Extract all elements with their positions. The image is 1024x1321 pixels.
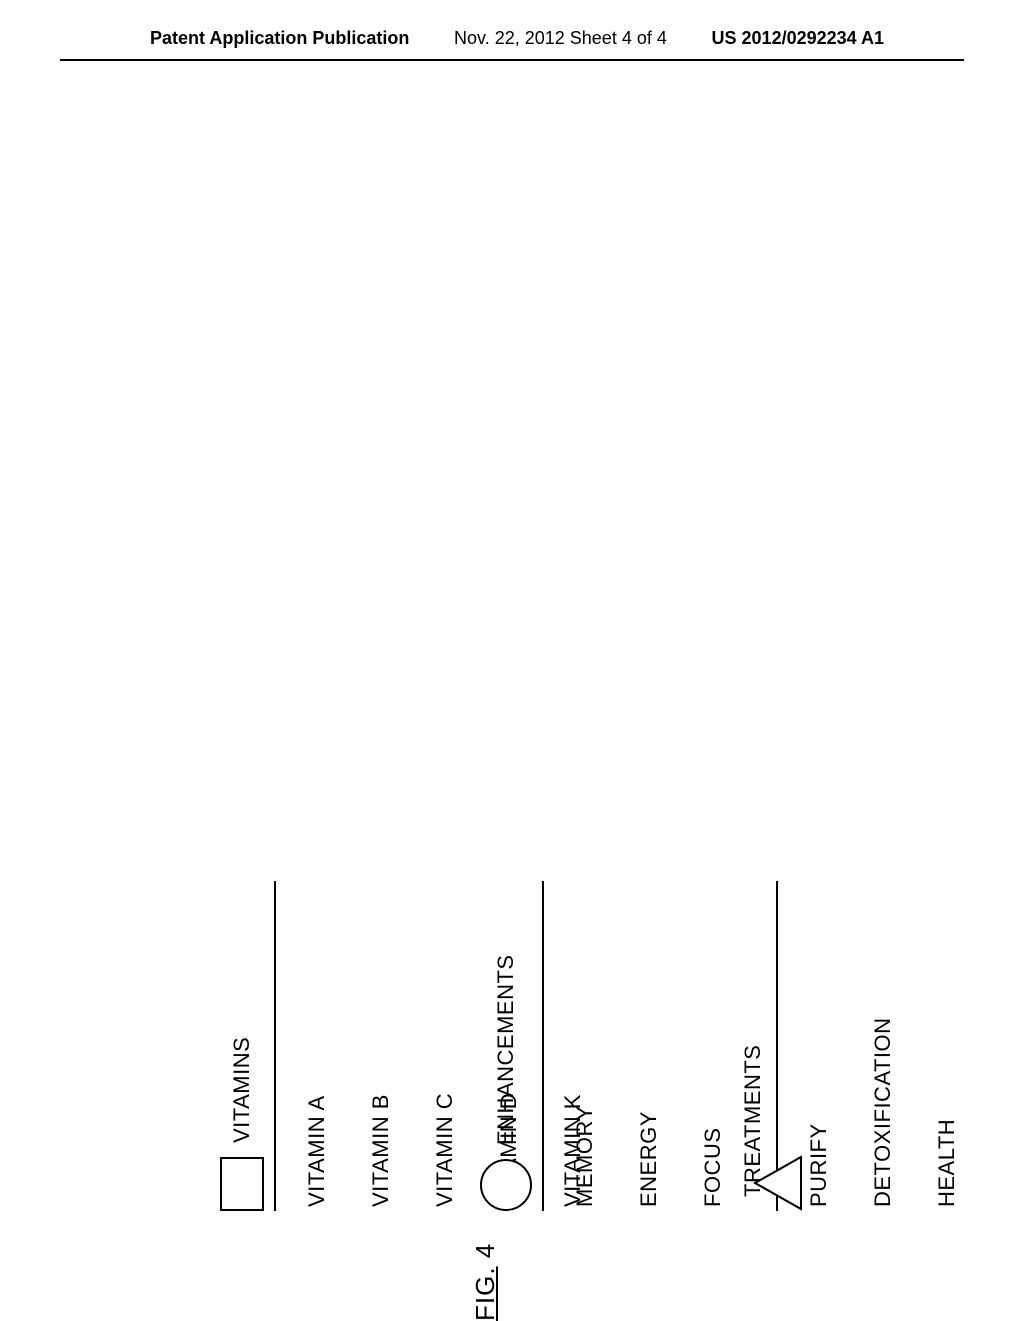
list-item: VITAMIN C <box>432 881 458 1207</box>
square-icon <box>220 1157 264 1211</box>
header-center: Nov. 22, 2012 Sheet 4 of 4 <box>454 28 667 49</box>
figure-label-number: 4 <box>470 1243 500 1267</box>
header-right: US 2012/0292234 A1 <box>712 28 884 49</box>
column-enhancements: ENHANCEMENTS MEMORY ENERGY FOCUS <box>480 881 726 1211</box>
list-item: DETOXIFICATION <box>870 881 896 1207</box>
page-header: Patent Application Publication Nov. 22, … <box>60 0 964 61</box>
column-treatments: TREATMENTS PURIFY DETOXIFICATION HEALTH <box>740 881 960 1211</box>
list-item: VITAMIN A <box>304 881 330 1207</box>
list-item: FOCUS <box>700 881 726 1207</box>
column-items-enhancements: MEMORY ENERGY FOCUS <box>572 881 726 1211</box>
column-header-vitamins: VITAMINS <box>220 881 276 1211</box>
circle-icon <box>480 1159 532 1211</box>
column-label-vitamins: VITAMINS <box>229 1037 255 1143</box>
header-left: Patent Application Publication <box>150 28 409 49</box>
column-label-enhancements: ENHANCEMENTS <box>493 954 519 1145</box>
list-item: ENERGY <box>636 881 662 1207</box>
column-header-treatments: TREATMENTS <box>740 881 778 1211</box>
figure-label-prefix: FIG. <box>470 1266 500 1321</box>
list-item: PURIFY <box>806 881 832 1207</box>
column-items-treatments: PURIFY DETOXIFICATION HEALTH <box>806 881 960 1211</box>
list-item: MEMORY <box>572 881 598 1207</box>
figure-label: FIG. 4 <box>470 1243 501 1321</box>
list-item: HEALTH <box>934 881 960 1207</box>
figure-area: VITAMINS VITAMIN A VITAMIN B VITAMIN C V… <box>0 61 1024 1261</box>
column-header-enhancements: ENHANCEMENTS <box>480 881 544 1211</box>
list-item: VITAMIN B <box>368 881 394 1207</box>
